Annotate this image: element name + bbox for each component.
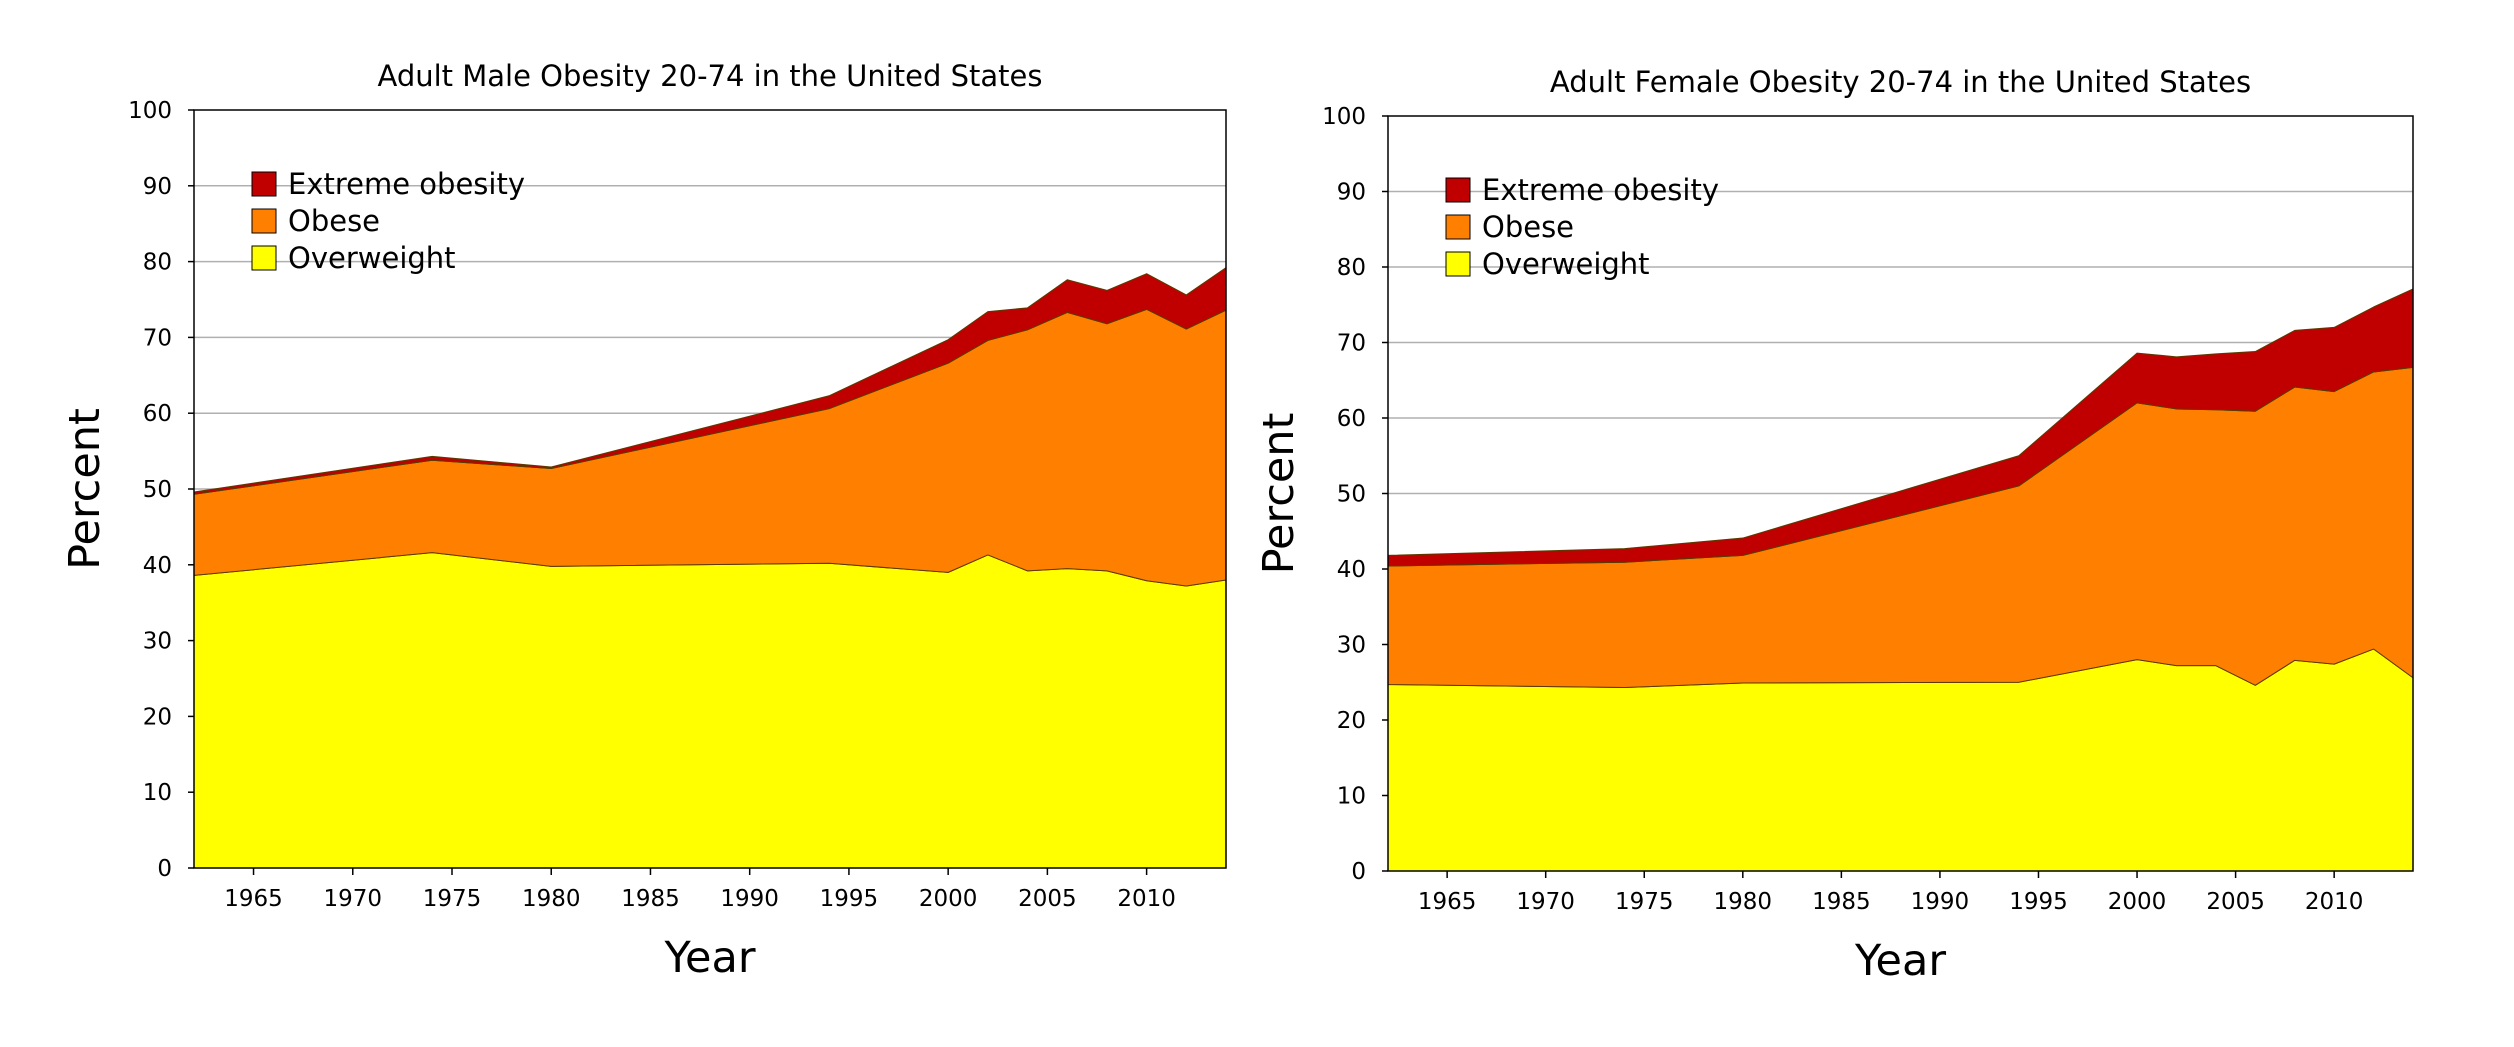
x-tick-label: 1980 (522, 886, 581, 912)
x-tick-label: 1970 (1516, 889, 1575, 915)
y-tick-label: 100 (1322, 104, 1366, 130)
x-tick-label: 1995 (2009, 889, 2068, 915)
legend-label-overweight: Overweight (288, 241, 456, 275)
legend-swatch-obese (1445, 214, 1471, 240)
obese-area (1387, 366, 2414, 689)
x-tick-label: 2005 (1018, 886, 1077, 912)
chart-title: Adult Female Obesity 20-74 in the United… (1550, 65, 2251, 99)
y-tick-label: 10 (143, 780, 172, 806)
x-tick-label: 2005 (2206, 889, 2265, 915)
y-tick-label: 20 (143, 704, 172, 730)
y-tick-label: 20 (1337, 708, 1366, 734)
legend-swatch-overweight (251, 245, 277, 271)
legend-swatch-obese (251, 208, 277, 234)
legend-swatch-overweight (1445, 251, 1471, 277)
y-tick-label: 80 (143, 250, 172, 276)
y-tick-label: 40 (143, 553, 172, 579)
x-tick-label: 1980 (1714, 889, 1773, 915)
male-obesity-chart: 0 10 20 30 40 50 60 70 80 90 100 1965 1970 1975 1980 19… (60, 59, 1227, 983)
y-tick-label: 70 (143, 325, 172, 351)
legend-label-extreme-obesity: Extreme obesity (1482, 173, 1719, 207)
legend-label-overweight: Overweight (1482, 247, 1650, 281)
y-tick-label: 30 (1337, 633, 1366, 659)
chart-title: Adult Male Obesity 20-74 in the United S… (378, 59, 1043, 93)
x-tick-label: 1995 (820, 886, 879, 912)
legend-label-extreme-obesity: Extreme obesity (288, 167, 525, 201)
y-tick-label: 0 (1351, 859, 1366, 885)
y-tick-label: 90 (1337, 180, 1366, 206)
x-tick-label: 1975 (423, 886, 482, 912)
legend-label-obese: Obese (1482, 210, 1574, 244)
y-tick-label: 50 (1337, 482, 1366, 508)
x-tick-label: 2010 (2305, 889, 2364, 915)
x-tick-label: 1985 (1812, 889, 1871, 915)
y-tick-label: 100 (128, 98, 172, 124)
female-obesity-chart: 0 10 20 30 40 50 60 70 80 90 100 1965 1970 1975 1980 19… (1254, 0, 2514, 1047)
male-chart-svg: 0 10 20 30 40 50 60 70 80 90 100 1965 1970 1975 1980 19… (60, 59, 1227, 983)
y-tick-label: 60 (1337, 406, 1366, 432)
y-tick-label: 70 (1337, 331, 1366, 357)
legend-label-obese: Obese (288, 204, 380, 238)
x-tick-label: 1990 (1911, 889, 1970, 915)
y-tick-label: 0 (157, 856, 172, 882)
x-tick-label: 1975 (1615, 889, 1674, 915)
x-tick-label: 2010 (1117, 886, 1176, 912)
y-tick-label: 50 (143, 477, 172, 503)
x-tick-label: 2000 (2108, 889, 2167, 915)
x-tick-label: 1965 (1418, 889, 1477, 915)
x-axis-label: Year (663, 933, 755, 983)
y-tick-label: 90 (143, 174, 172, 200)
overweight-area (193, 552, 1227, 869)
obese-area (193, 308, 1227, 587)
x-tick-label: 2000 (919, 886, 978, 912)
y-tick-label: 80 (1337, 255, 1366, 281)
y-tick-label: 60 (143, 401, 172, 427)
legend-swatch-extreme-obesity (1445, 177, 1471, 203)
x-tick-label: 1985 (621, 886, 680, 912)
x-axis-label: Year (1854, 936, 1946, 986)
y-tick-label: 30 (143, 629, 172, 655)
y-axis-label: Percent (60, 408, 110, 570)
y-axis-label: Percent (1257, 413, 1304, 575)
legend-swatch-extreme-obesity (251, 171, 277, 197)
y-tick-label: 10 (1337, 784, 1366, 810)
female-chart-svg: 0 10 20 30 40 50 60 70 80 90 100 1965 1970 1975 1980 19… (1254, 65, 2414, 986)
x-tick-label: 1990 (720, 886, 779, 912)
x-tick-label: 1965 (224, 886, 283, 912)
x-tick-label: 1970 (323, 886, 382, 912)
y-tick-label: 40 (1337, 557, 1366, 583)
